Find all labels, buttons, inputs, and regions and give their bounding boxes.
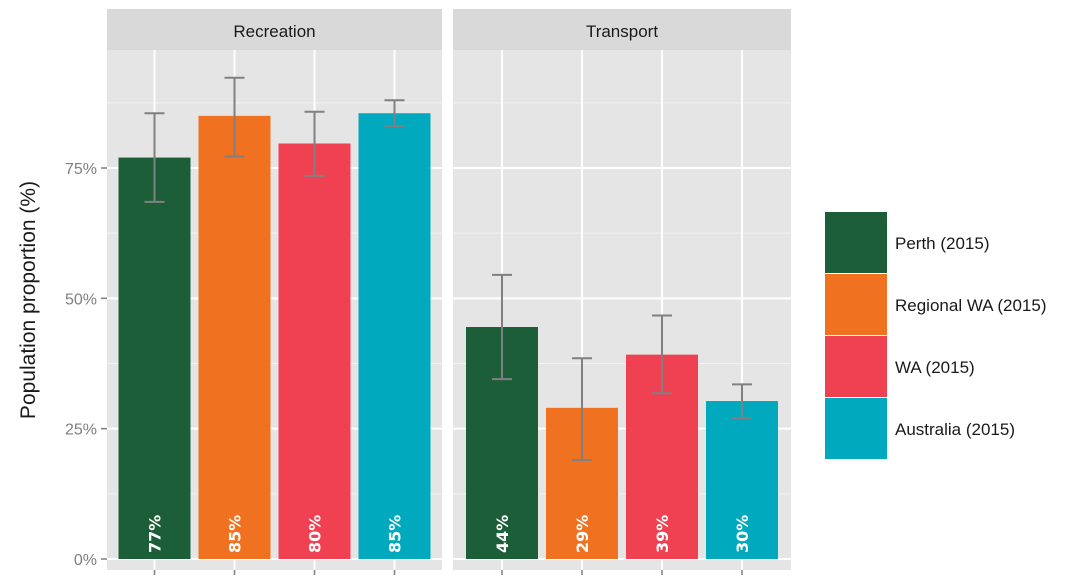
bar-value-label: 85%: [226, 515, 245, 553]
facet-panel-recreation: Recreation 77% 85% 80% 85%: [107, 9, 442, 575]
legend-key: [825, 336, 887, 397]
bar-value-label: 30%: [733, 515, 752, 553]
facet-strip-label: Transport: [586, 22, 658, 41]
legend-key: [825, 274, 887, 335]
bar-value-label: 80%: [306, 515, 325, 553]
y-tick-label: 50%: [65, 291, 97, 308]
facet-strip-label: Recreation: [233, 22, 315, 41]
facet-strip: [453, 9, 791, 50]
y-tick-label: 25%: [65, 422, 97, 439]
legend: Perth (2015) Regional WA (2015) WA (2015) A…: [825, 212, 1047, 459]
y-tick-label: 75%: [65, 161, 97, 178]
bar: [278, 143, 351, 560]
bar: [198, 115, 271, 559]
bar: [118, 157, 191, 559]
bar-value-label: 39%: [653, 515, 672, 553]
bar: [358, 113, 431, 559]
legend-label: Perth (2015): [895, 234, 990, 253]
legend-label: Regional WA (2015): [895, 296, 1047, 315]
y-axis-title: Population proportion (%): [17, 181, 40, 419]
bar: [706, 401, 778, 559]
bar-value-label: 77%: [146, 515, 165, 553]
bar-value-label: 44%: [493, 515, 512, 553]
facet-panel-transport: Transport 44% 29% 39% 30%: [453, 9, 791, 575]
bar-value-label: 85%: [386, 515, 405, 553]
legend-label: Australia (2015): [895, 420, 1015, 439]
bar-value-label: 29%: [573, 515, 592, 553]
legend-key: [825, 212, 887, 273]
y-tick-label: 0%: [74, 552, 97, 569]
legend-label: WA (2015): [895, 358, 975, 377]
legend-key: [825, 398, 887, 459]
facet-strip: [107, 9, 442, 50]
